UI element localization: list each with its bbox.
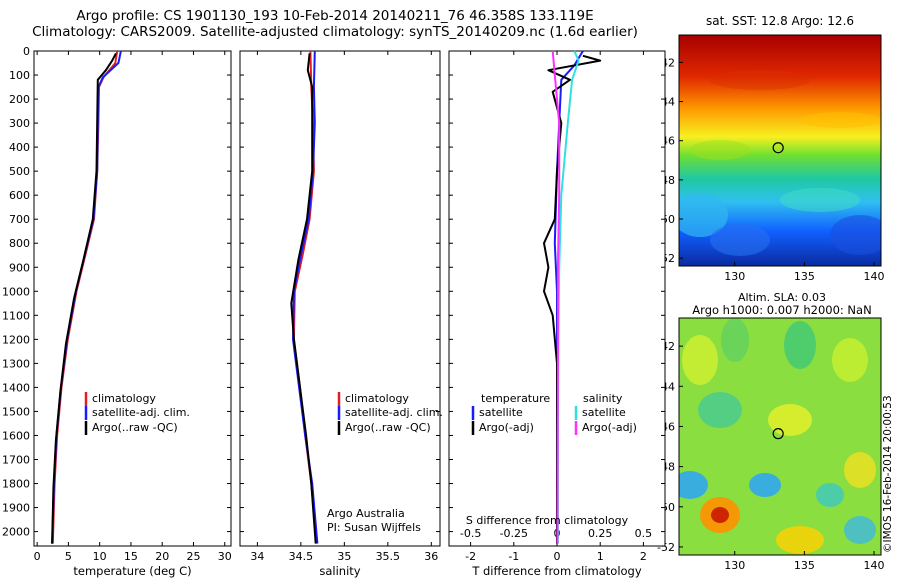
depth-tick-label: 400	[9, 141, 30, 154]
depth-tick-label: 0	[23, 45, 30, 58]
chart-title-line1: Argo profile: CS 1901130_193 10-Feb-2014…	[76, 8, 594, 24]
salinity-plot-frame	[239, 50, 441, 547]
x-tick-label: 5	[65, 550, 72, 563]
x-tick-label: 10	[93, 550, 107, 563]
legend-t-argo: Argo(-adj)	[479, 421, 534, 434]
legend-argo: Argo(..raw -QC)	[345, 421, 431, 434]
temperature-legend: climatology satellite-adj. clim. Argo(..…	[84, 392, 190, 435]
depth-tick-label: 1000	[2, 285, 30, 298]
sst-map: sat. SST: 12.8 Argo: 12.6 130 135 140-42-4…	[657, 14, 885, 283]
legend-argo: Argo(..raw -QC)	[92, 421, 178, 434]
depth-tick-label: 900	[9, 261, 30, 274]
depth-tick-label: 700	[9, 213, 30, 226]
sla-map-title-line2: Argo h1000: 0.007 h2000: NaN	[692, 303, 871, 317]
salinity-legend: climatology satellite-adj. clim. Argo(..…	[327, 392, 443, 534]
legend-s-satellite: satellite	[582, 406, 626, 419]
top-tick-label: -0.5	[460, 527, 481, 540]
x-tick-label: 36	[424, 550, 438, 563]
legend-climatology: climatology	[345, 392, 409, 405]
sla-texture	[679, 318, 876, 554]
depth-tick-label: 1800	[2, 478, 30, 491]
argo-position-marker	[772, 428, 784, 440]
depth-tick-label: 200	[9, 93, 30, 106]
annotation-line2: PI: Susan Wijffels	[327, 521, 421, 534]
depth-tick-label: 800	[9, 237, 30, 250]
depth-tick-label: 1400	[2, 381, 30, 394]
depth-tick-label: 1300	[2, 357, 30, 370]
legend-satellite-adj: satellite-adj. clim.	[345, 406, 443, 419]
top-tick-label: 0.5	[635, 527, 653, 540]
legend-title-salinity: salinity	[583, 392, 623, 405]
x-tick-label: 34.5	[289, 550, 314, 563]
legend-s-argo: Argo(-adj)	[582, 421, 637, 434]
imos-stamp: ©IMOS 16-Feb-2014 20:00:53	[882, 395, 894, 553]
x-tick-label: -1	[508, 550, 519, 563]
top-tick-label: 0.25	[588, 527, 613, 540]
legend-satellite-adj: satellite-adj. clim.	[92, 406, 190, 419]
difference-panel: -2 -1 0 1 2-0.5 -0.25 0 0.25 0.5T difference fro…	[448, 50, 666, 578]
legend-climatology: climatology	[92, 392, 156, 405]
depth-tick-label: 600	[9, 189, 30, 202]
temperature-panel: 0100200300400500600700800900100011001200…	[2, 45, 232, 578]
x-tick-label: 25	[186, 550, 200, 563]
x-tick-label: 0	[554, 550, 561, 563]
argo-position-marker	[772, 142, 784, 154]
difference-series-1	[543, 54, 602, 544]
x-tick-label: 15	[124, 550, 138, 563]
annotation-line1: Argo Australia	[327, 507, 405, 520]
x-tick-label: 1	[597, 550, 604, 563]
x-tick-label: -2	[465, 550, 476, 563]
salinity-panel: 34 34.5 35 35.5 36 salinity	[239, 50, 441, 578]
salinity-series-2	[290, 53, 317, 544]
difference-xlabel: T difference from climatology	[471, 564, 642, 578]
difference-legend: temperature salinity satellite Argo(-adj…	[466, 392, 637, 527]
map-x-tick-label: 130	[724, 559, 745, 572]
depth-tick-label: 1600	[2, 429, 30, 442]
x-tick-label: 35	[337, 550, 351, 563]
x-tick-label: 34	[250, 550, 264, 563]
map-x-tick-label: 130	[724, 270, 745, 283]
sst-texture	[679, 70, 881, 256]
depth-tick-label: 1700	[2, 453, 30, 466]
x-tick-label: 35.5	[376, 550, 401, 563]
top-axis-label: S difference from climatology	[466, 514, 629, 527]
x-tick-label: 20	[155, 550, 169, 563]
x-tick-label: 2	[640, 550, 647, 563]
sla-map-title-line1: Altim. SLA: 0.03	[738, 291, 826, 304]
salinity-xlabel: salinity	[319, 564, 360, 578]
depth-tick-label: 1200	[2, 333, 30, 346]
map-x-tick-label: 140	[864, 270, 885, 283]
temperature-plot-frame	[33, 50, 232, 547]
map-x-tick-label: 135	[794, 559, 815, 572]
depth-tick-label: 1500	[2, 405, 30, 418]
depth-tick-label: 100	[9, 69, 30, 82]
depth-tick-label: 500	[9, 165, 30, 178]
legend-t-satellite: satellite	[479, 406, 523, 419]
depth-tick-label: 1100	[2, 309, 30, 322]
temperature-xlabel: temperature (deg C)	[73, 564, 191, 578]
temperature-series-2	[51, 52, 117, 544]
sla-map: Altim. SLA: 0.03 Argo h1000: 0.007 h2000…	[657, 291, 885, 572]
legend-title-temperature: temperature	[481, 392, 550, 405]
sst-map-title: sat. SST: 12.8 Argo: 12.6	[706, 14, 854, 28]
x-tick-label: 30	[218, 550, 232, 563]
depth-tick-label: 300	[9, 117, 30, 130]
chart-title-line2: Climatology: CARS2009. Satellite-adjuste…	[32, 24, 638, 40]
depth-tick-label: 1900	[2, 502, 30, 515]
x-tick-label: 0	[34, 550, 41, 563]
depth-tick-label: 2000	[2, 526, 30, 539]
map-x-tick-label: 135	[794, 270, 815, 283]
difference-series-3	[551, 50, 561, 544]
top-tick-label: -0.25	[500, 527, 528, 540]
map-x-tick-label: 140	[864, 559, 885, 572]
